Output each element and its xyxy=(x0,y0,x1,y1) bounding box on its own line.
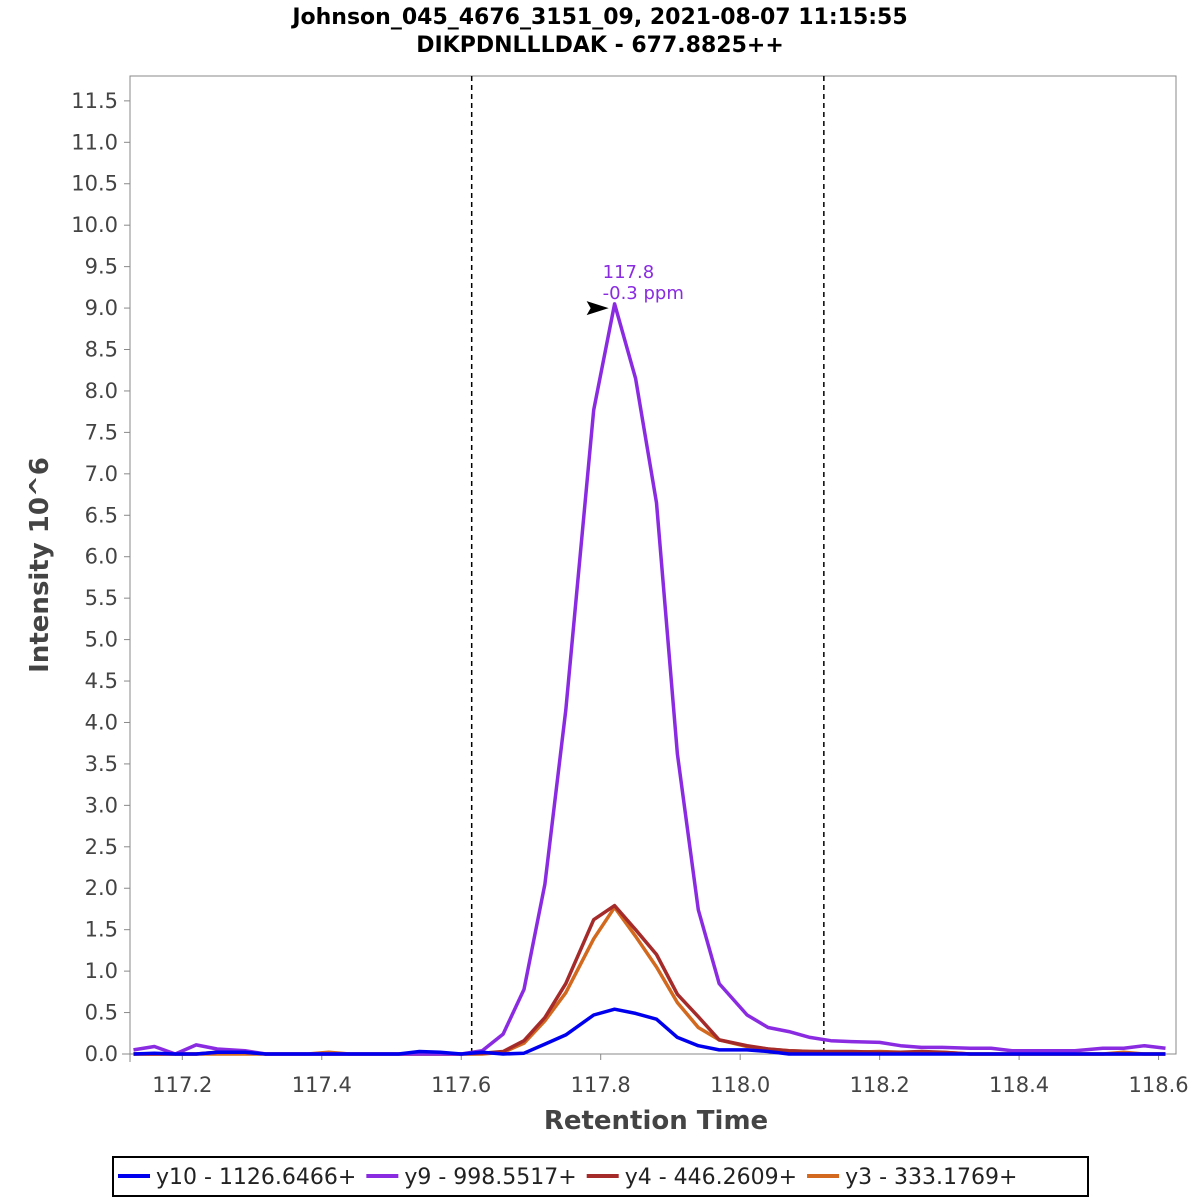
y-tick-label: 1.0 xyxy=(85,959,118,983)
y-tick-label: 8.5 xyxy=(85,338,118,362)
y-tick-label: 4.0 xyxy=(85,710,118,734)
plot-area xyxy=(129,75,1177,1055)
y-tick-label: 6.0 xyxy=(85,545,118,569)
x-tick-label: 117.8 xyxy=(571,1073,631,1097)
legend-label: y9 - 998.5517+ xyxy=(404,1165,576,1190)
y-tick-label: 1.5 xyxy=(85,918,118,942)
y-tick-label: 10.0 xyxy=(71,213,118,237)
y-tick-label: 9.0 xyxy=(85,296,118,320)
y-tick-label: 0.5 xyxy=(85,1001,118,1025)
y-tick-label: 11.5 xyxy=(71,89,118,113)
series-line-y10 xyxy=(133,1007,1166,1056)
y-tick-label: 3.5 xyxy=(85,752,118,776)
y-tick-label: 0.0 xyxy=(85,1042,118,1066)
y-axis-ticks: 0.0 0.5 1.0 1.5 2.0 2.5 3.0 3.5 4.0 4.5 5.0 5.5 6.0 6… xyxy=(71,89,130,1066)
y-tick-label: 8.0 xyxy=(85,379,118,403)
x-axis-ticks: 117.2 117.4 117.6 117.8 118.0 118.2 118.4 118.6 xyxy=(152,1054,1189,1097)
y-tick-label: 7.5 xyxy=(85,420,118,444)
y-tick-label: 9.5 xyxy=(85,255,118,279)
peak-annotation-rt: 117.8 xyxy=(603,262,655,283)
legend: y10 - 1126.6466+ y9 - 998.5517+ y4 - 446.2… xyxy=(112,1156,1089,1197)
x-tick-label: 118.4 xyxy=(989,1073,1049,1097)
x-tick-label: 117.6 xyxy=(431,1073,491,1097)
peak-arrow-icon xyxy=(586,301,609,316)
peak-annotation-ppm: -0.3 ppm xyxy=(603,283,684,304)
integration-boundaries xyxy=(470,76,825,1054)
y-tick-label: 11.0 xyxy=(71,130,118,154)
y-tick-label: 6.5 xyxy=(85,503,118,527)
y-tick-label: 5.5 xyxy=(85,586,118,610)
legend-label: y4 - 446.2609+ xyxy=(625,1165,797,1190)
chart-subtitle: DIKPDNLLLDAK - 677.8825++ xyxy=(416,33,784,58)
y-tick-label: 7.0 xyxy=(85,462,118,486)
y-tick-label: 4.5 xyxy=(85,669,118,693)
y-tick-label: 2.0 xyxy=(85,876,118,900)
peak-annotation: 117.8 -0.3 ppm xyxy=(586,262,684,316)
y-axis-label: Intensity 10^6 xyxy=(25,457,55,673)
x-tick-label: 118.0 xyxy=(710,1073,770,1097)
y-tick-label: 10.5 xyxy=(71,172,118,196)
x-tick-label: 118.2 xyxy=(850,1073,910,1097)
y-tick-label: 2.5 xyxy=(85,835,118,859)
x-tick-label: 117.4 xyxy=(292,1073,352,1097)
series-lines xyxy=(133,302,1166,1056)
y-tick-label: 5.0 xyxy=(85,628,118,652)
chart-title: Johnson_045_4676_3151_09, 2021-08-07 11:… xyxy=(290,5,907,30)
x-axis-label: Retention Time xyxy=(544,1106,768,1136)
x-tick-label: 118.6 xyxy=(1129,1073,1189,1097)
x-tick-label: 117.2 xyxy=(152,1073,212,1097)
y-tick-label: 3.0 xyxy=(85,793,118,817)
legend-label: y3 - 333.1769+ xyxy=(845,1165,1017,1190)
legend-label: y10 - 1126.6466+ xyxy=(156,1165,356,1190)
